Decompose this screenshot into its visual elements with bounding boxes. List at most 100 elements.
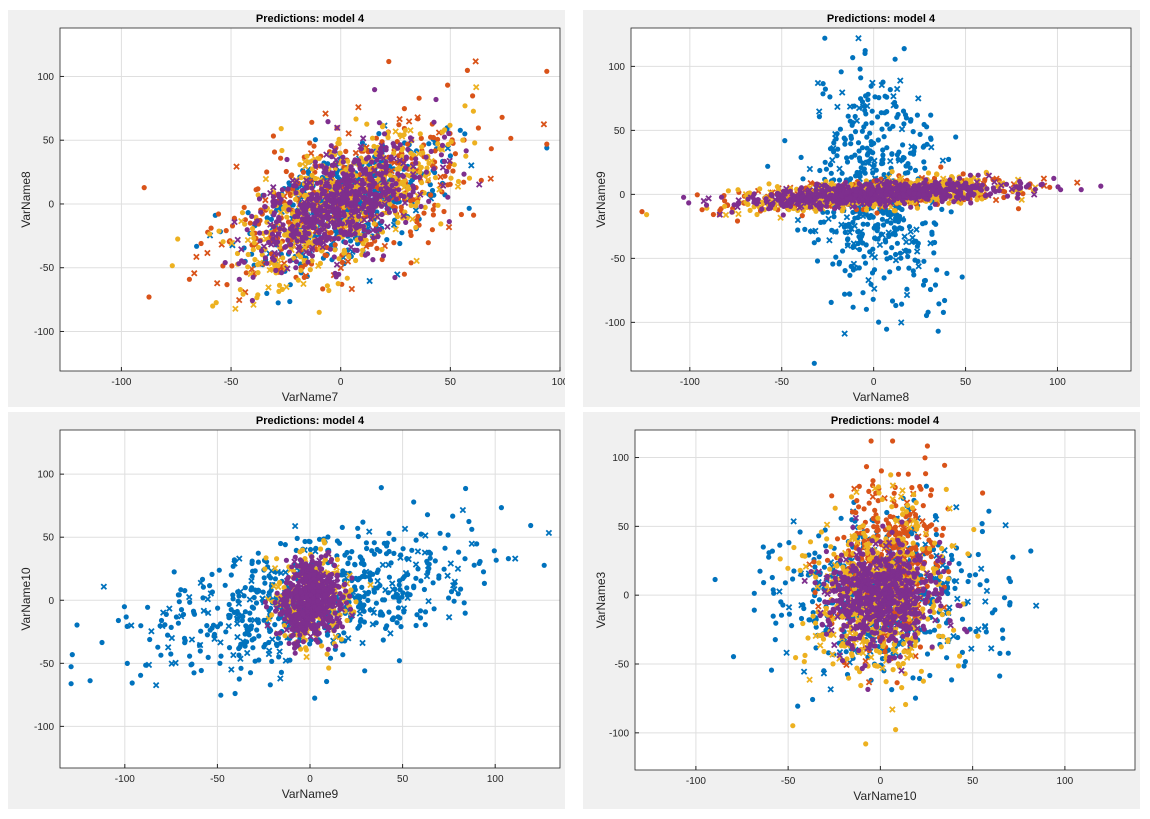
data-point — [894, 240, 900, 246]
data-point-x — [344, 258, 352, 265]
data-point — [312, 695, 318, 701]
data-point — [441, 134, 448, 140]
data-point — [451, 162, 457, 168]
x-tick-label: 100 — [1049, 377, 1066, 388]
data-point — [469, 526, 475, 532]
data-point — [1020, 191, 1026, 197]
data-point — [370, 235, 376, 241]
data-point — [857, 66, 863, 72]
data-point — [360, 247, 366, 253]
data-point — [928, 112, 934, 118]
data-point — [934, 171, 940, 177]
data-point — [914, 205, 920, 211]
data-point — [279, 147, 285, 154]
data-point — [795, 227, 801, 233]
data-point — [399, 230, 405, 236]
data-point — [340, 652, 346, 658]
data-point — [278, 155, 284, 161]
data-point — [366, 574, 372, 580]
data-point — [235, 598, 241, 604]
data-point — [360, 519, 366, 525]
data-point — [256, 633, 262, 639]
data-point — [364, 545, 370, 552]
data-point — [341, 231, 347, 237]
data-point — [710, 211, 716, 218]
data-point-x — [347, 243, 355, 251]
data-point-x — [357, 191, 365, 198]
data-point — [365, 196, 371, 202]
data-point — [400, 173, 406, 179]
data-point — [68, 681, 74, 687]
data-point — [1098, 183, 1104, 189]
data-point — [276, 616, 282, 622]
data-point — [855, 229, 861, 235]
data-point — [462, 610, 468, 616]
data-point — [285, 219, 292, 225]
data-point-x — [413, 257, 420, 265]
data-point — [463, 485, 469, 492]
data-point-x — [387, 630, 394, 637]
data-point — [422, 622, 428, 628]
data-point — [383, 159, 389, 165]
data-point — [278, 669, 284, 675]
data-point — [912, 144, 918, 151]
data-point — [751, 199, 757, 205]
data-point — [426, 141, 432, 147]
data-point-x — [907, 228, 914, 235]
data-point — [946, 200, 952, 206]
data-point-x — [973, 178, 981, 186]
data-point-x — [345, 635, 352, 642]
data-point — [418, 578, 424, 584]
data-point — [369, 183, 376, 190]
data-point — [446, 130, 452, 137]
data-point — [329, 154, 335, 160]
data-point-x — [438, 146, 446, 153]
data-point — [268, 266, 274, 273]
data-point — [892, 225, 898, 231]
data-point — [276, 214, 282, 221]
data-point — [357, 623, 363, 629]
data-point — [481, 580, 487, 586]
data-point — [419, 180, 425, 186]
data-point — [817, 167, 823, 174]
data-point — [879, 157, 885, 164]
data-point — [252, 256, 258, 263]
data-point — [860, 240, 866, 246]
data-point — [898, 255, 904, 261]
data-point — [410, 197, 416, 203]
data-point — [249, 226, 256, 232]
data-point — [906, 189, 912, 195]
data-point — [267, 682, 273, 688]
data-point — [446, 219, 452, 225]
data-point — [365, 597, 371, 603]
data-point — [345, 560, 351, 567]
data-point — [948, 209, 954, 215]
data-point — [435, 141, 441, 147]
data-point — [890, 123, 896, 129]
data-point — [830, 261, 836, 267]
data-point — [217, 660, 223, 666]
data-point-x — [400, 605, 408, 612]
data-point-x — [244, 236, 252, 244]
data-point — [383, 145, 389, 151]
data-point — [270, 133, 276, 139]
chart-title: Predictions: model 4 — [827, 13, 936, 25]
data-point-x — [397, 554, 404, 561]
data-point — [355, 157, 361, 164]
data-point — [289, 227, 295, 233]
data-point — [824, 185, 830, 192]
x-tick-label: -100 — [680, 377, 700, 388]
data-point — [1004, 193, 1011, 199]
data-point — [303, 204, 310, 211]
data-point — [844, 242, 851, 248]
data-point-x — [262, 175, 270, 183]
data-point — [282, 542, 288, 548]
data-point — [889, 151, 895, 157]
data-point — [358, 146, 364, 152]
data-point — [853, 188, 859, 194]
data-point — [141, 185, 147, 191]
data-point — [374, 196, 380, 202]
data-point-x — [333, 205, 340, 213]
data-point — [884, 256, 890, 262]
data-point — [694, 192, 700, 198]
